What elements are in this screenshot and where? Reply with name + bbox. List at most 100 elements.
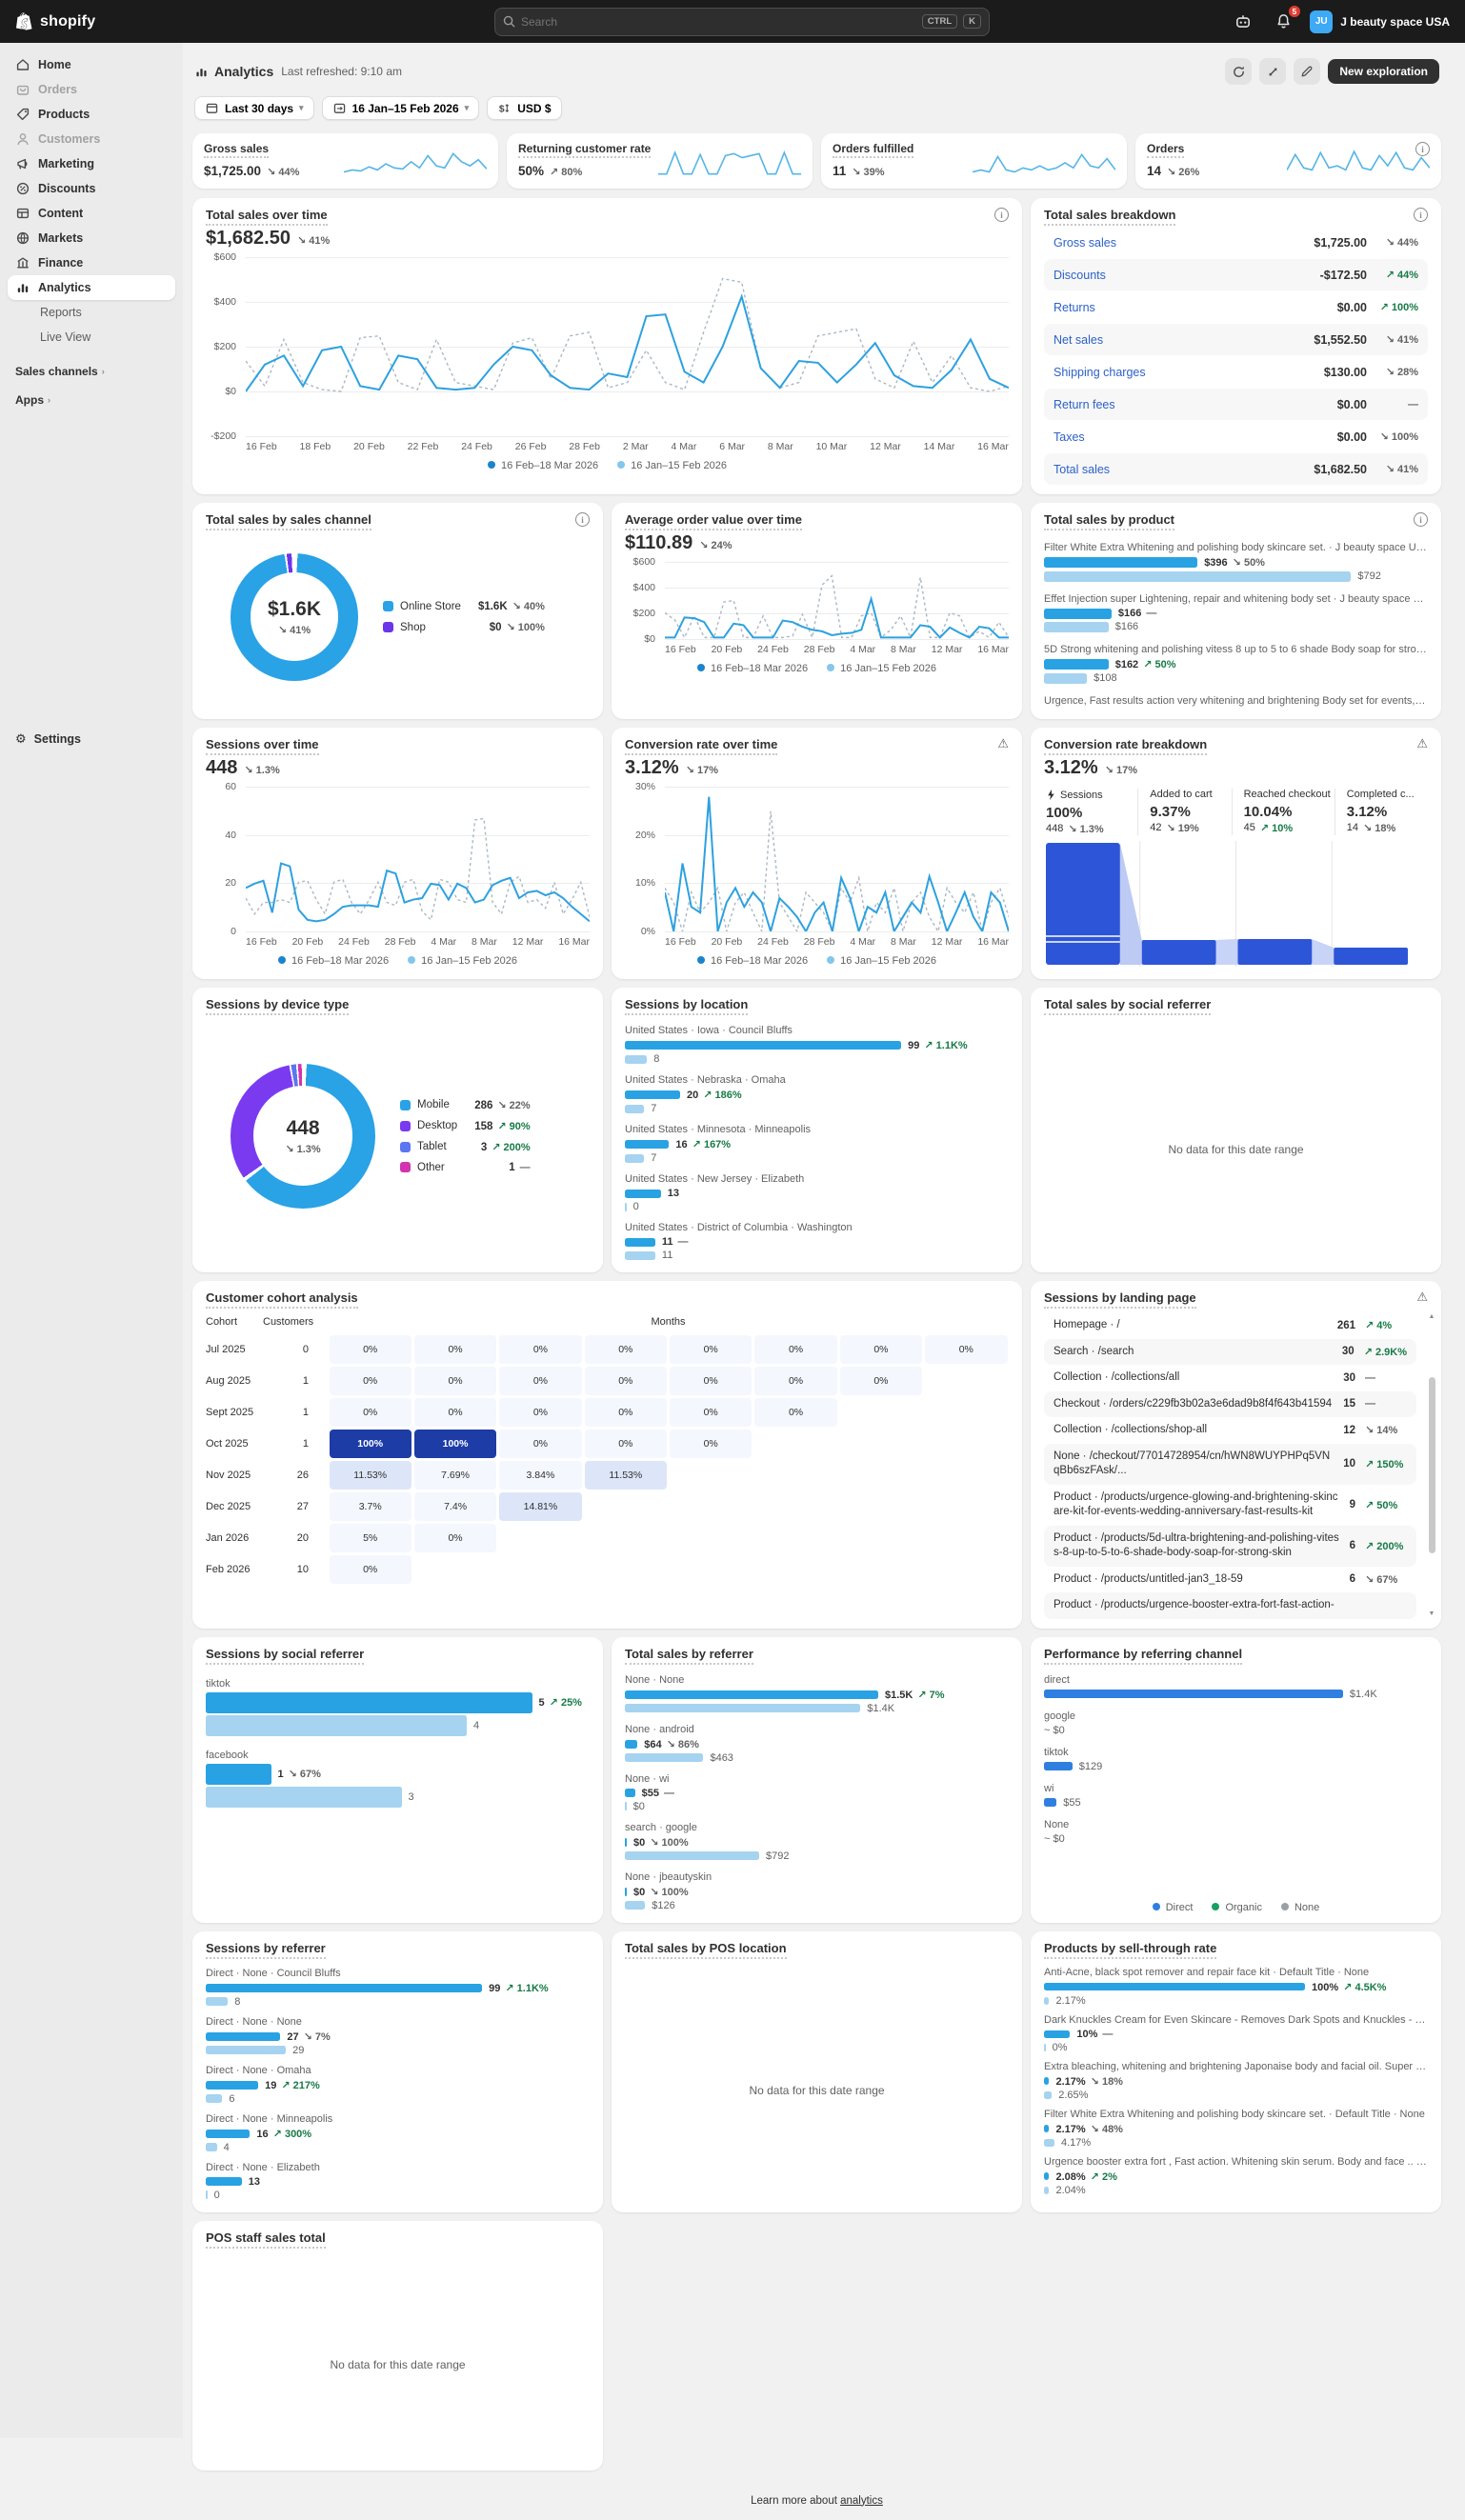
cohort-cell[interactable]: 0% <box>413 1366 497 1395</box>
metric-link[interactable]: Shipping charges <box>1054 365 1146 379</box>
cohort-cell[interactable]: 3.7% <box>329 1491 411 1521</box>
cohort-cell[interactable]: 0% <box>329 1334 411 1364</box>
sidebar-section-sales-channels[interactable]: Sales channels › <box>15 365 168 378</box>
filter-compare-range[interactable]: 16 Jan–15 Feb 2026 ▾ <box>321 96 480 120</box>
cohort-cell[interactable]: 0% <box>499 1429 582 1458</box>
list-item[interactable]: Collection · /collections/shop-all 12 ↘ 14… <box>1044 1417 1416 1444</box>
cohort-cell[interactable]: 0% <box>839 1366 923 1395</box>
filter-date-range[interactable]: Last 30 days ▾ <box>194 96 314 120</box>
cohort-cell[interactable]: 7.69% <box>413 1460 497 1490</box>
metric-link[interactable]: Return fees <box>1054 397 1115 411</box>
cohort-cell[interactable]: 100% <box>329 1429 411 1458</box>
info-icon[interactable]: i <box>1414 512 1428 527</box>
global-search[interactable]: CTRL K <box>494 7 990 36</box>
cohort-cell[interactable]: 5% <box>329 1523 411 1552</box>
cohort-cell[interactable]: 0% <box>584 1429 667 1458</box>
cohort-cell[interactable]: 0% <box>413 1397 497 1427</box>
list-item[interactable]: Product · /products/untitled-jan3_18-59 6… <box>1044 1567 1416 1593</box>
current-bar <box>1044 608 1112 619</box>
warning-icon[interactable]: ⚠ <box>1416 736 1428 750</box>
shopify-logo[interactable]: shopify <box>15 11 95 32</box>
cohort-cell[interactable]: 0% <box>754 1397 837 1427</box>
metric-link[interactable]: Net sales <box>1054 332 1104 347</box>
sidebar-item-content[interactable]: Content <box>8 201 175 226</box>
sidebar-item-discounts[interactable]: Discounts <box>8 176 175 201</box>
list-item[interactable]: Homepage · / 261 ↗ 4% <box>1044 1312 1416 1339</box>
metric-link[interactable]: Taxes <box>1054 430 1085 444</box>
cohort-cell[interactable]: 14.81% <box>499 1491 582 1521</box>
metric-link[interactable]: Discounts <box>1054 268 1106 282</box>
cohort-cell[interactable]: 100% <box>413 1429 497 1458</box>
list-item[interactable]: Search · /search 30 ↗ 2.9K% <box>1044 1338 1416 1366</box>
info-icon[interactable]: i <box>575 512 590 527</box>
cohort-cell[interactable]: 0% <box>925 1334 1008 1364</box>
sidebar-item-products[interactable]: Products <box>8 102 175 127</box>
store-menu[interactable]: JU J beauty space USA <box>1310 10 1450 33</box>
info-icon[interactable]: i <box>994 208 1009 222</box>
new-exploration-button[interactable]: New exploration <box>1328 59 1439 84</box>
cohort-cell[interactable]: 0% <box>839 1334 923 1364</box>
cohort-cell[interactable]: 0% <box>584 1334 667 1364</box>
list-item[interactable]: None · /checkout/77014728954/cn/hWN8WUYP… <box>1044 1443 1416 1485</box>
cohort-cell[interactable]: 0% <box>670 1366 753 1395</box>
metric-link[interactable]: Total sales <box>1054 462 1111 476</box>
cohort-cell[interactable]: 0% <box>670 1397 753 1427</box>
notifications-button[interactable]: 5 <box>1270 5 1301 35</box>
metric-card-gross-sales[interactable]: Gross sales $1,725.00 ↘ 44% <box>192 133 498 189</box>
cohort-cell[interactable]: 0% <box>329 1366 411 1395</box>
cohort-cell[interactable]: 0% <box>413 1523 497 1552</box>
sidebar-item-marketing[interactable]: Marketing <box>8 151 175 176</box>
list-item[interactable]: Checkout · /orders/c229fb3b02a3e6dad9b8f… <box>1044 1390 1416 1418</box>
sidebar-item-markets[interactable]: Markets <box>8 226 175 250</box>
metric-card-orders-fulfilled[interactable]: Orders fulfilled 11 ↘ 39% <box>821 133 1127 189</box>
list-item[interactable]: Product · /products/urgence-glowing-and-… <box>1044 1485 1416 1526</box>
list-item[interactable]: Product · /products/5d-ultra-brightening… <box>1044 1525 1416 1567</box>
warning-icon[interactable]: ⚠ <box>997 736 1009 750</box>
cohort-cell[interactable]: 11.53% <box>584 1460 667 1490</box>
cohort-cell[interactable]: 0% <box>329 1554 411 1584</box>
warning-icon[interactable]: ⚠ <box>1416 1290 1428 1304</box>
scrollbar[interactable]: ▲ ▼ <box>1427 1313 1436 1617</box>
cohort-cell[interactable]: 0% <box>670 1334 753 1364</box>
cohort-cell[interactable]: 11.53% <box>329 1460 411 1490</box>
sidebar-item-settings[interactable]: ⚙ Settings <box>8 727 175 751</box>
sidekick-button[interactable] <box>1230 9 1256 35</box>
cohort-cell[interactable]: 0% <box>499 1397 582 1427</box>
cohort-cell[interactable]: 0% <box>584 1397 667 1427</box>
cohort-cell[interactable]: 0% <box>754 1366 837 1395</box>
refresh-button[interactable] <box>1225 58 1253 85</box>
cohort-cell[interactable]: 0% <box>754 1334 837 1364</box>
expand-button[interactable] <box>1259 58 1287 85</box>
info-icon[interactable]: i <box>1415 142 1430 156</box>
list-item[interactable]: Product · /products/urgence-booster-extr… <box>1044 1592 1416 1619</box>
sidebar-item-live-view[interactable]: Live View <box>8 325 175 350</box>
sidebar-item-home[interactable]: Home <box>8 52 175 77</box>
sidebar-item-analytics[interactable]: Analytics <box>8 275 175 300</box>
scroll-up-icon[interactable]: ▲ <box>1428 1313 1435 1320</box>
edit-button[interactable] <box>1294 58 1321 85</box>
filter-currency[interactable]: $ USD $ <box>487 96 562 120</box>
sidebar-item-finance[interactable]: Finance <box>8 250 175 275</box>
metric-card-orders[interactable]: Orders i 14 ↘ 26% <box>1135 133 1441 189</box>
metric-card-returning-customer-rate[interactable]: Returning customer rate 50% ↗ 80% <box>507 133 813 189</box>
search-input[interactable] <box>521 14 916 29</box>
cohort-cell[interactable]: 0% <box>499 1366 582 1395</box>
analytics-help-link[interactable]: analytics <box>840 2494 883 2507</box>
cohort-cell[interactable]: 0% <box>499 1334 582 1364</box>
sidebar-item-customers[interactable]: Customers <box>8 127 175 151</box>
scroll-thumb[interactable] <box>1428 1376 1435 1553</box>
cohort-cell[interactable]: 7.4% <box>413 1491 497 1521</box>
info-icon[interactable]: i <box>1414 208 1428 222</box>
scroll-down-icon[interactable]: ▼ <box>1428 1610 1435 1617</box>
list-item[interactable]: Collection · /collections/all 30 — <box>1044 1365 1416 1391</box>
sidebar-item-reports[interactable]: Reports <box>8 300 175 325</box>
cohort-cell[interactable]: 3.84% <box>499 1460 582 1490</box>
cohort-cell[interactable]: 0% <box>413 1334 497 1364</box>
sidebar-section-apps[interactable]: Apps › <box>15 393 168 407</box>
metric-link[interactable]: Gross sales <box>1054 235 1116 250</box>
cohort-cell[interactable]: 0% <box>670 1429 753 1458</box>
cohort-cell[interactable]: 0% <box>584 1366 667 1395</box>
metric-link[interactable]: Returns <box>1054 300 1095 314</box>
sidebar-item-orders[interactable]: Orders <box>8 77 175 102</box>
cohort-cell[interactable]: 0% <box>329 1397 411 1427</box>
